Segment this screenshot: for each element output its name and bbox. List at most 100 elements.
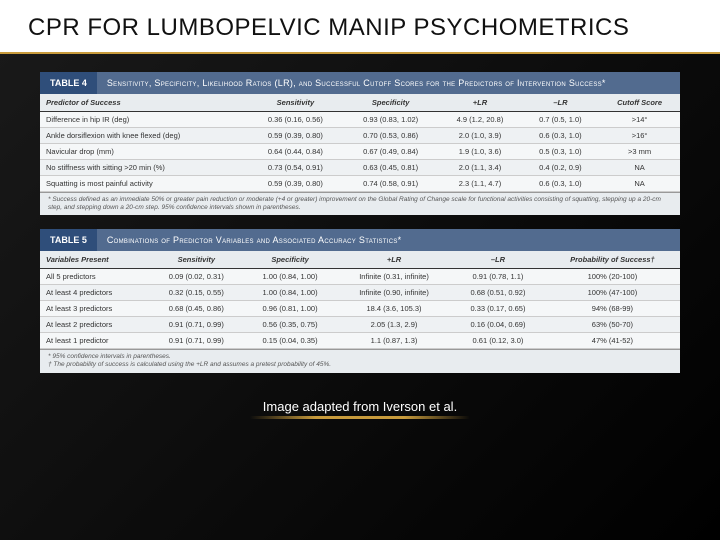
table4-cell: 0.5 (0.3, 1.0) [522, 144, 599, 160]
table4-cell: 0.6 (0.3, 1.0) [522, 176, 599, 192]
table5-banner: TABLE 5 Combinations of Predictor Variab… [40, 229, 680, 251]
table5-row: At least 1 predictor0.91 (0.71, 0.99)0.1… [40, 333, 680, 349]
table4-cell: 0.64 (0.44, 0.84) [248, 144, 343, 160]
table4-banner: TABLE 4 Sensitivity, Specificity, Likeli… [40, 72, 680, 94]
content-area: TABLE 4 Sensitivity, Specificity, Likeli… [0, 54, 720, 373]
table5-cell: 0.68 (0.51, 0.92) [451, 285, 545, 301]
table5: Variables Present Sensitivity Specificit… [40, 251, 680, 349]
table5-container: TABLE 5 Combinations of Predictor Variab… [40, 229, 680, 372]
table5-cell: 2.05 (1.3, 2.9) [337, 317, 451, 333]
table4-cell: 0.36 (0.16, 0.56) [248, 112, 343, 128]
t4-col4: –LR [522, 94, 599, 112]
table4-cell: 0.7 (0.5, 1.0) [522, 112, 599, 128]
table5-row: At least 2 predictors0.91 (0.71, 0.99)0.… [40, 317, 680, 333]
table4-cell: 0.70 (0.53, 0.86) [343, 128, 438, 144]
table5-tab: TABLE 5 [40, 229, 97, 251]
table5-cell: 0.68 (0.45, 0.86) [149, 301, 243, 317]
attribution: Image adapted from Iverson et al. [0, 399, 720, 414]
table4-cell: Ankle dorsiflexion with knee flexed (deg… [40, 128, 248, 144]
table4-row: Ankle dorsiflexion with knee flexed (deg… [40, 128, 680, 144]
table5-header-row: Variables Present Sensitivity Specificit… [40, 251, 680, 269]
t5-col3: +LR [337, 251, 451, 269]
table4-cell: 2.3 (1.1, 4.7) [438, 176, 521, 192]
table5-cell: 100% (20-100) [545, 269, 680, 285]
table4-cell: >16° [599, 128, 680, 144]
table5-cell: 0.91 (0.71, 0.99) [149, 333, 243, 349]
table5-cell: 94% (68-99) [545, 301, 680, 317]
table4-cell: 2.0 (1.1, 3.4) [438, 160, 521, 176]
table5-cell: At least 2 predictors [40, 317, 149, 333]
table5-cell: 1.00 (0.84, 1.00) [243, 269, 337, 285]
table5-cell: 0.16 (0.04, 0.69) [451, 317, 545, 333]
slide-title: CPR FOR LUMBOPELVIC MANIP PSYCHOMETRICS [28, 14, 692, 42]
table4-cell: 0.59 (0.39, 0.80) [248, 128, 343, 144]
table5-row: At least 3 predictors0.68 (0.45, 0.86)0.… [40, 301, 680, 317]
t4-col1: Sensitivity [248, 94, 343, 112]
t5-col4: –LR [451, 251, 545, 269]
table4-cell: 0.63 (0.45, 0.81) [343, 160, 438, 176]
gold-underline [250, 416, 470, 419]
t4-col0: Predictor of Success [40, 94, 248, 112]
table5-cell: At least 1 predictor [40, 333, 149, 349]
table4-cell: >3 mm [599, 144, 680, 160]
table5-cell: 47% (41-52) [545, 333, 680, 349]
table4-row: Squatting is most painful activity0.59 (… [40, 176, 680, 192]
t5-col1: Sensitivity [149, 251, 243, 269]
t5-col2: Specificity [243, 251, 337, 269]
table4-cell: 2.0 (1.0, 3.9) [438, 128, 521, 144]
table4-header-row: Predictor of Success Sensitivity Specifi… [40, 94, 680, 112]
table4-cell: Difference in hip IR (deg) [40, 112, 248, 128]
table4-cell: NA [599, 160, 680, 176]
table5-cell: 100% (47-100) [545, 285, 680, 301]
table5-row: At least 4 predictors0.32 (0.15, 0.55)1.… [40, 285, 680, 301]
table5-cell: 18.4 (3.6, 105.3) [337, 301, 451, 317]
table5-cell: 63% (50-70) [545, 317, 680, 333]
table5-cell: Infinite (0.90, infinite) [337, 285, 451, 301]
table5-row: All 5 predictors0.09 (0.02, 0.31)1.00 (0… [40, 269, 680, 285]
t4-col2: Specificity [343, 94, 438, 112]
table5-cell: 0.15 (0.04, 0.35) [243, 333, 337, 349]
t5-col5: Probability of Success† [545, 251, 680, 269]
table4-cell: 4.9 (1.2, 20.8) [438, 112, 521, 128]
t4-col5: Cutoff Score [599, 94, 680, 112]
t4-col3: +LR [438, 94, 521, 112]
t5-col0: Variables Present [40, 251, 149, 269]
title-bar: CPR FOR LUMBOPELVIC MANIP PSYCHOMETRICS [0, 0, 720, 54]
table4-cell: Navicular drop (mm) [40, 144, 248, 160]
table4-row: Navicular drop (mm)0.64 (0.44, 0.84)0.67… [40, 144, 680, 160]
table4-cell: 1.9 (1.0, 3.6) [438, 144, 521, 160]
table5-cell: Infinite (0.31, infinite) [337, 269, 451, 285]
table4-cell: 0.6 (0.3, 1.0) [522, 128, 599, 144]
table4-cell: 0.67 (0.49, 0.84) [343, 144, 438, 160]
table4: Predictor of Success Sensitivity Specifi… [40, 94, 680, 192]
table4-cell: >14° [599, 112, 680, 128]
table4-cell: 0.73 (0.54, 0.91) [248, 160, 343, 176]
table5-cell: 0.91 (0.71, 0.99) [149, 317, 243, 333]
table5-cell: 0.61 (0.12, 3.0) [451, 333, 545, 349]
table5-cell: At least 3 predictors [40, 301, 149, 317]
table4-cell: 0.93 (0.83, 1.02) [343, 112, 438, 128]
table5-cell: At least 4 predictors [40, 285, 149, 301]
table4-container: TABLE 4 Sensitivity, Specificity, Likeli… [40, 72, 680, 215]
table5-footnotes: * 95% confidence intervals in parenthese… [40, 349, 680, 372]
table5-cell: 0.96 (0.81, 1.00) [243, 301, 337, 317]
table4-row: No stiffness with sitting >20 min (%)0.7… [40, 160, 680, 176]
table5-cell: All 5 predictors [40, 269, 149, 285]
table4-tab: TABLE 4 [40, 72, 97, 94]
table5-footnote2: † The probability of success is calculat… [48, 361, 672, 369]
table5-cell: 0.32 (0.15, 0.55) [149, 285, 243, 301]
table5-caption: Combinations of Predictor Variables and … [97, 229, 680, 251]
table4-cell: 0.4 (0.2, 0.9) [522, 160, 599, 176]
table5-cell: 0.09 (0.02, 0.31) [149, 269, 243, 285]
table4-row: Difference in hip IR (deg)0.36 (0.16, 0.… [40, 112, 680, 128]
table4-cell: 0.74 (0.58, 0.91) [343, 176, 438, 192]
table5-cell: 0.56 (0.35, 0.75) [243, 317, 337, 333]
table4-cell: 0.59 (0.39, 0.80) [248, 176, 343, 192]
table4-cell: NA [599, 176, 680, 192]
table5-footnote1: * 95% confidence intervals in parenthese… [48, 353, 672, 361]
table5-cell: 1.1 (0.87, 1.3) [337, 333, 451, 349]
table4-cell: Squatting is most painful activity [40, 176, 248, 192]
table4-footnote: * Success defined as an immediate 50% or… [40, 192, 680, 215]
table4-caption: Sensitivity, Specificity, Likelihood Rat… [97, 72, 680, 94]
table4-cell: No stiffness with sitting >20 min (%) [40, 160, 248, 176]
